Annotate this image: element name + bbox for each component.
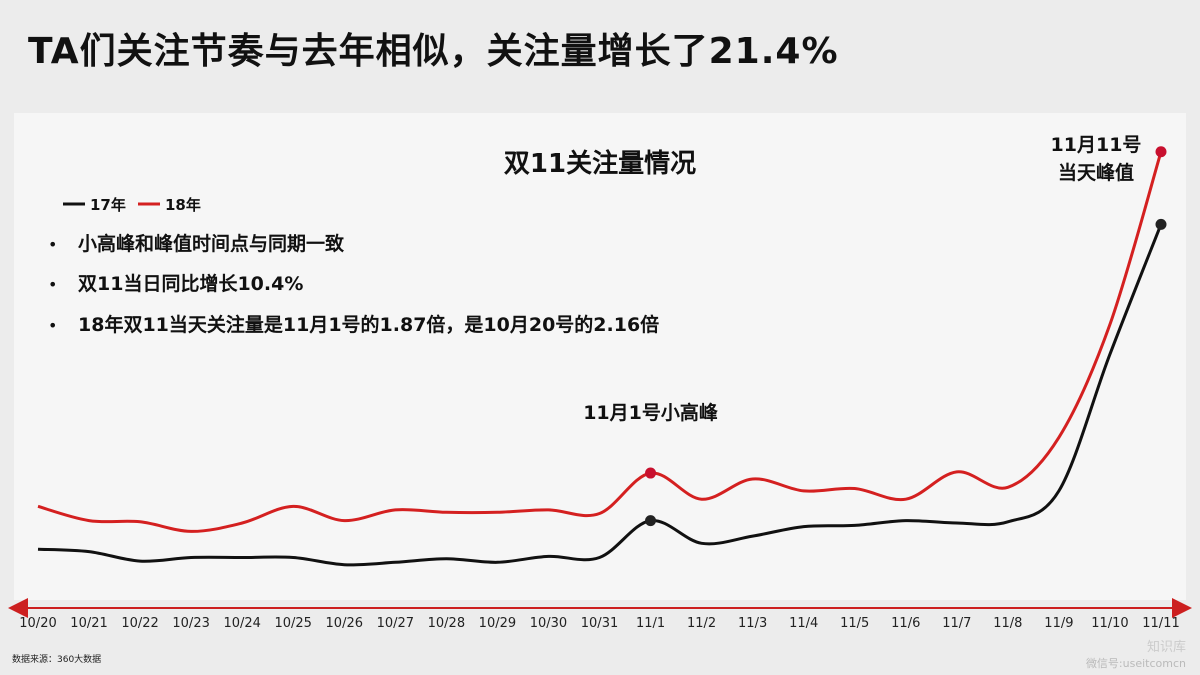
bullet-item: 小高峰和峰值时间点与同期一致 (78, 232, 345, 255)
bullet-dot: • (48, 235, 57, 254)
x-tick-label: 11/8 (993, 616, 1022, 631)
x-tick-label: 10/29 (479, 616, 516, 631)
x-tick-label: 10/26 (326, 616, 363, 631)
x-tick-label: 10/24 (223, 616, 260, 631)
highlight-point (1155, 218, 1167, 230)
bullet-list: • 小高峰和峰值时间点与同期一致 • 双11当日同比增长10.4% • 18年双… (48, 232, 659, 336)
x-tick-label: 11/4 (789, 616, 818, 631)
x-tick-label: 10/20 (19, 616, 56, 631)
x-tick-label: 10/25 (274, 616, 311, 631)
series-layer (37, 146, 1167, 567)
x-tick-label: 11/7 (942, 616, 971, 631)
bullet-item: 双11当日同比增长10.4% (78, 272, 303, 295)
x-tick-label: 10/23 (172, 616, 209, 631)
x-tick-label: 11/1 (636, 616, 665, 631)
series-line-18年 (37, 151, 1163, 533)
x-tick-label: 10/30 (530, 616, 567, 631)
x-tick-label: 11/3 (738, 616, 767, 631)
x-tick-label: 10/31 (581, 616, 618, 631)
x-tick-label: 10/28 (428, 616, 465, 631)
series-line-17年 (37, 223, 1163, 567)
legend-label-18: 18年 (165, 196, 201, 214)
chart-title: 双11关注量情况 (504, 148, 696, 179)
x-tick-label: 10/22 (121, 616, 158, 631)
annotation-line: 当天峰值 (1058, 161, 1134, 184)
annotation-nov1-peak: 11月1号小高峰 (583, 401, 719, 424)
x-tick-label: 11/5 (840, 616, 869, 631)
annotation-line: 11月11号 (1051, 134, 1142, 156)
watermark: 知识库 微信号:useitcomcn (1086, 640, 1186, 672)
x-tick-labels: 10/20 10/21 10/22 10/23 10/24 10/25 10/26 10/27… (19, 616, 1179, 631)
bullet-dot: • (48, 275, 57, 294)
legend: 17年 18年 (63, 196, 201, 214)
source-note: 数据来源：360大数据 (12, 655, 102, 665)
x-tick-label: 10/27 (377, 616, 414, 631)
x-tick-label: 11/9 (1044, 616, 1073, 631)
page-title: TA们关注节奏与去年相似，关注量增长了21.4% (28, 31, 839, 72)
x-tick-label: 10/21 (70, 616, 107, 631)
highlight-point (645, 515, 657, 527)
highlight-point (1155, 146, 1167, 158)
chart-panel (14, 113, 1186, 600)
watermark-account: 微信号:useitcomcn (1085, 657, 1186, 670)
highlight-point (645, 467, 657, 479)
x-tick-label: 11/11 (1142, 616, 1179, 631)
x-tick-label: 11/2 (687, 616, 716, 631)
watermark-brand: 知识库 (1146, 640, 1186, 655)
legend-label-17: 17年 (90, 196, 126, 214)
x-tick-label: 11/10 (1091, 616, 1128, 631)
bullet-item: 18年双11当天关注量是11月1号的1.87倍，是10月20号的2.16倍 (78, 313, 659, 336)
bullet-dot: • (48, 316, 57, 335)
x-tick-label: 11/6 (891, 616, 920, 631)
annotation-nov11-peak: 11月11号当天峰值 (1051, 134, 1142, 184)
